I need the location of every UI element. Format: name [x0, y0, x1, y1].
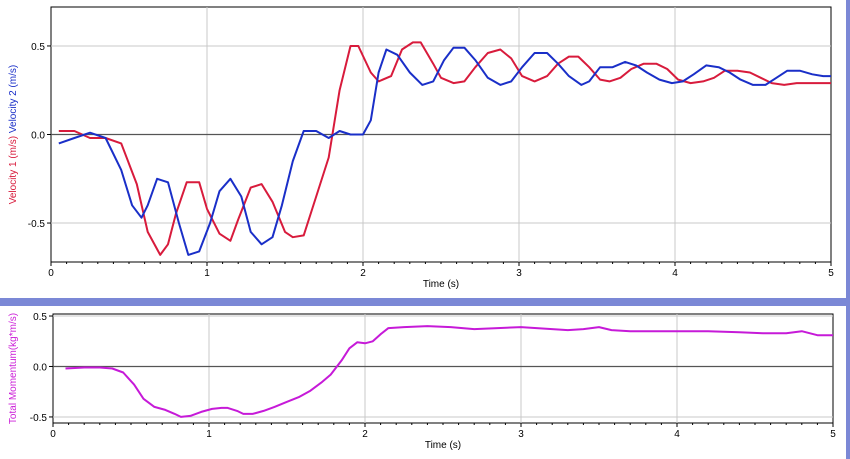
- momentum-chart-panel: 0 1 2 3 4 5 -0.5 0.0 0.5 Time (s) Total Momentum(k…: [0, 306, 846, 459]
- y-tick-label: -0.5: [30, 413, 48, 424]
- y-tick-label: 0.5: [31, 42, 45, 53]
- x-tick-label: 1: [206, 429, 212, 440]
- y-tick-label: 0.0: [33, 362, 47, 373]
- velocity-chart-panel: 0 1 2 3 4 5 -0.5 0.0 0.5 Time (s) Velocity 1 (m/s)…: [0, 0, 846, 298]
- y-tick-label: 0.0: [31, 131, 45, 142]
- y-axis-title: Velocity 1 (m/s) Velocity 2 (m/s): [8, 65, 19, 205]
- x-tick-label: 3: [516, 268, 522, 279]
- momentum-chart: 0 1 2 3 4 5 -0.5 0.0 0.5 Time (s) Total Momentum(k…: [8, 312, 836, 451]
- x-axis-title: Time (s): [423, 279, 459, 290]
- x-tick-label: 0: [50, 429, 56, 440]
- y-tick-label: -0.5: [28, 219, 46, 230]
- x-axis-title: Time (s): [425, 440, 461, 451]
- x-tick-label: 0: [48, 268, 54, 279]
- velocity-chart: 0 1 2 3 4 5 -0.5 0.0 0.5 Time (s) Velocity 1 (m/s)…: [8, 6, 834, 290]
- series-line-1: [58, 41, 831, 256]
- y-axis-title-part: Velocity 2 (m/s): [8, 65, 19, 136]
- x-tick-label: 2: [362, 429, 368, 440]
- x-tick-label: 1: [204, 268, 210, 279]
- plot-area: [52, 313, 834, 424]
- x-tick-label: 5: [828, 268, 834, 279]
- series-line-2: [58, 46, 831, 256]
- y-axis-title-part: Total Momentum(kg*m/s): [8, 313, 19, 424]
- y-axis-title: Total Momentum(kg*m/s): [8, 313, 19, 424]
- x-tick-label: 3: [518, 429, 524, 440]
- x-tick-label: 4: [672, 268, 678, 279]
- x-tick-label: 2: [360, 268, 366, 279]
- y-axis-title-part: Velocity 1 (m/s): [8, 136, 19, 204]
- x-tick-label: 4: [674, 429, 680, 440]
- x-tick-label: 5: [830, 429, 836, 440]
- series-line-1: [65, 325, 833, 418]
- y-tick-label: 0.5: [33, 312, 47, 323]
